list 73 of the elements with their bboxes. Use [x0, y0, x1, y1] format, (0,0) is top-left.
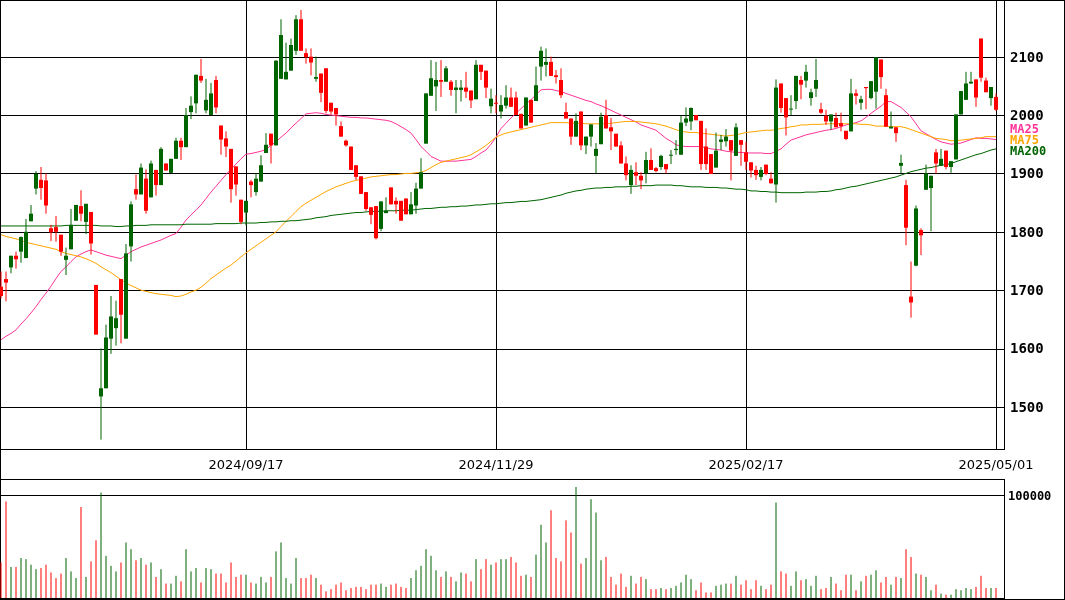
candlestick	[494, 94, 498, 114]
candlestick	[989, 86, 993, 107]
candlestick	[4, 271, 8, 302]
candlestick	[729, 139, 733, 181]
candlestick	[594, 142, 598, 174]
candlestick	[559, 67, 563, 99]
candlestick	[744, 141, 748, 171]
y-tick-label: 2100	[1010, 48, 1044, 65]
candlestick	[669, 149, 673, 165]
candlestick	[879, 59, 883, 90]
candlestick	[584, 136, 588, 155]
candlestick	[799, 75, 803, 100]
candlestick	[134, 174, 138, 201]
candlestick	[79, 189, 83, 222]
candlestick	[714, 132, 718, 169]
candlestick	[199, 58, 203, 84]
candlestick	[739, 139, 743, 167]
candlestick	[489, 88, 493, 114]
candlestick	[304, 47, 308, 65]
candlestick	[819, 102, 823, 115]
candlestick	[749, 161, 753, 178]
candlestick	[99, 348, 103, 441]
candlestick	[419, 157, 423, 190]
candlestick	[29, 204, 33, 222]
candlestick	[534, 66, 538, 102]
series-label: MA200	[1010, 144, 1047, 159]
candlestick	[919, 227, 923, 256]
candlestick	[634, 161, 638, 186]
candlestick	[804, 64, 808, 89]
y-tick-label: 1700	[1010, 282, 1044, 299]
candlestick	[154, 169, 158, 197]
candlestick	[934, 148, 938, 174]
candlestick	[829, 113, 833, 131]
candlestick	[439, 59, 443, 98]
y-tick-label: 1500	[1010, 398, 1044, 415]
x-tick-label: 2025/02/17	[708, 457, 784, 472]
candlestick	[754, 165, 758, 181]
candlestick	[854, 88, 858, 106]
candlestick	[899, 154, 903, 174]
y-tick-label: 2000	[1010, 106, 1044, 123]
x-tick-label: 2024/11/29	[458, 457, 534, 472]
candlestick	[34, 170, 38, 195]
candlestick	[314, 56, 318, 83]
candlestick	[264, 132, 268, 154]
candlestick	[949, 160, 953, 174]
x-tick-label: 2024/09/17	[208, 457, 284, 472]
candlestick	[569, 118, 573, 146]
candlestick	[789, 94, 793, 116]
candlestick	[239, 199, 243, 225]
candlestick	[629, 164, 633, 195]
candlestick	[859, 95, 863, 111]
candlestick	[974, 78, 978, 108]
candlestick	[759, 166, 763, 181]
y-tick-label: 1900	[1010, 165, 1044, 182]
text: 100000	[1008, 488, 1052, 503]
candlestick	[174, 137, 178, 160]
candlestick	[564, 102, 568, 120]
candlestick	[189, 95, 193, 120]
candlestick	[269, 133, 273, 164]
candlestick	[644, 151, 648, 184]
y-tick-label: 1800	[1010, 223, 1044, 240]
y-tick-label: 1600	[1010, 340, 1044, 357]
candlestick	[809, 88, 813, 107]
candlestick	[589, 123, 593, 148]
candlestick	[894, 126, 898, 143]
candlestick	[64, 247, 68, 276]
candlestick	[179, 137, 183, 161]
candlestick	[449, 79, 453, 97]
candlestick	[574, 112, 578, 138]
candlestick	[0, 271, 3, 299]
candlestick	[624, 155, 628, 181]
candlestick	[814, 58, 818, 98]
x-tick-label: 2025/05/01	[958, 457, 1034, 472]
